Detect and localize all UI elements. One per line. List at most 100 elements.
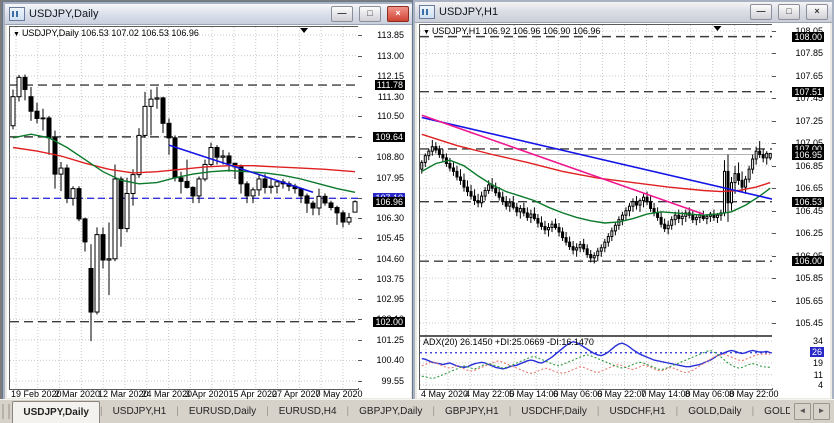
tabbar-grip[interactable] bbox=[2, 404, 11, 419]
tab-separator: | bbox=[99, 406, 103, 417]
price-axis-label: 112.15 bbox=[377, 71, 404, 82]
restore-button[interactable]: □ bbox=[359, 6, 381, 22]
time-axis-label: 7 May 14:00 bbox=[641, 389, 691, 399]
time-axis-label: 24 Mar 2020 bbox=[141, 389, 193, 399]
minimize-button[interactable]: — bbox=[331, 6, 353, 22]
chart-tab-usdchf-h1[interactable]: USDCHF,H1 bbox=[609, 406, 666, 417]
tab-separator: | bbox=[176, 406, 179, 417]
time-axis-label: 6 May 22:00 bbox=[597, 389, 647, 399]
price-axis-label: 105.85 bbox=[795, 273, 823, 284]
trendline-blue bbox=[168, 144, 314, 194]
price-axis-label: 107.65 bbox=[795, 70, 823, 81]
close-button[interactable]: × bbox=[387, 6, 409, 22]
level-price-label: 107.00 bbox=[792, 143, 824, 154]
window-titlebar[interactable]: USDJPY,Daily — □ × bbox=[5, 4, 413, 25]
minimize-button[interactable]: — bbox=[750, 4, 772, 20]
price-axis-label: 106.25 bbox=[795, 228, 823, 239]
adx-main-line bbox=[421, 340, 771, 370]
chart-shift-marker-icon[interactable] bbox=[300, 28, 309, 33]
trendline-blue bbox=[421, 116, 772, 200]
price-axis-label: 102.95 bbox=[376, 293, 404, 304]
price-axis-label: 106.85 bbox=[795, 160, 823, 171]
window-title: USDJPY,H1 bbox=[439, 6, 499, 18]
chart-window-icon bbox=[9, 7, 25, 21]
price-axis-label: 106.45 bbox=[795, 205, 823, 216]
tab-separator: | bbox=[266, 406, 269, 417]
level-price-label: 111.78 bbox=[374, 80, 405, 91]
h1-chart-canvas[interactable] bbox=[419, 24, 773, 336]
price-axis-label: 99.55 bbox=[381, 376, 404, 386]
di-plus-line bbox=[421, 353, 771, 374]
price-axis-label: 105.65 bbox=[795, 295, 823, 306]
time-axis-label: 27 Apr 2020 bbox=[272, 389, 321, 399]
candles-layer bbox=[420, 139, 772, 264]
tab-separator: | bbox=[596, 406, 600, 417]
time-axis-label: 4 May 22:00 bbox=[465, 389, 515, 399]
tab-scroll-left-icon[interactable]: ◄ bbox=[794, 403, 811, 420]
price-axis-label: 111.30 bbox=[377, 91, 404, 102]
price-axis-label: 107.95 bbox=[376, 172, 404, 183]
time-axis-label: 7 May 2020 bbox=[315, 389, 363, 399]
price-axis-label: 108.80 bbox=[376, 152, 404, 163]
price-axis-label: 106.30 bbox=[376, 212, 404, 223]
price-axis-label: 107.45 bbox=[795, 93, 823, 104]
daily-price-scale[interactable]: 113.85113.00112.15111.30110.50109.65108.… bbox=[358, 26, 407, 388]
time-axis-label: 5 May 14:00 bbox=[509, 389, 559, 399]
price-axis-label: 110.50 bbox=[377, 111, 404, 122]
chart-tab-gold-h1[interactable]: GOLD,H1 bbox=[764, 406, 790, 417]
adx-axis-label: 4 bbox=[817, 380, 823, 390]
tab-separator: | bbox=[346, 406, 350, 417]
window-title: USDJPY,Daily bbox=[29, 8, 99, 20]
time-axis-label: 19 Feb 2020 bbox=[11, 389, 62, 399]
h1-chart-canvas-svg bbox=[420, 25, 772, 335]
window-titlebar[interactable]: USDJPY,H1 — □ × bbox=[415, 2, 832, 23]
price-axis-label: 113.00 bbox=[377, 50, 404, 61]
chart-tab-gbpjpy-h1[interactable]: GBPJPY,H1 bbox=[444, 406, 499, 417]
tab-separator: | bbox=[432, 406, 435, 417]
daily-chart-canvas-svg bbox=[10, 27, 358, 389]
adx-legend: ADX(20) 26.1450 +DI:25.0669 -DI:16.1470 bbox=[423, 337, 594, 347]
close-button[interactable]: × bbox=[806, 4, 828, 20]
chart-tab-eurusd-daily[interactable]: EURUSD,Daily bbox=[188, 406, 257, 417]
tab-separator: | bbox=[751, 406, 755, 417]
price-axis-label: 106.65 bbox=[795, 183, 823, 194]
price-axis-label: 107.85 bbox=[795, 48, 823, 59]
di-minus-line bbox=[421, 349, 771, 379]
legend-ohlc-text: USDJPY,Daily 106.53 107.02 106.53 106.96 bbox=[21, 28, 199, 38]
chart-tab-usdjpy-h1[interactable]: USDJPY,H1 bbox=[112, 406, 167, 417]
legend-dropdown-icon[interactable]: ▼ bbox=[13, 31, 20, 38]
level-price-label: 109.64 bbox=[373, 131, 405, 142]
restore-button[interactable]: □ bbox=[778, 4, 800, 20]
price-axis-label: 101.25 bbox=[376, 334, 404, 345]
h1-time-scale[interactable]: 4 May 2020 4 May 22:00 5 May 14:00 6 May 06… bbox=[419, 388, 779, 400]
chart-legend[interactable]: ▼ USDJPY,H1 106.92 106.96 106.90 106.96 bbox=[423, 26, 600, 36]
h1-price-scale[interactable]: 108.05107.85107.65107.45107.25107.05106.… bbox=[772, 24, 826, 390]
chart-window-usdjpy-h1: USDJPY,H1 — □ × ▼ USDJPY,H1 106.92 106.96… bbox=[412, 0, 834, 403]
adx-axis-label: 11 bbox=[813, 369, 823, 380]
chart-tab-usdjpy-daily[interactable]: USDJPY,Daily bbox=[12, 401, 100, 423]
level-price-label: 106.95 bbox=[792, 149, 824, 160]
legend-dropdown-icon[interactable]: ▼ bbox=[423, 29, 430, 36]
time-axis-label: 4 May 2020 bbox=[421, 389, 469, 399]
adx-indicator-panel-svg bbox=[420, 337, 772, 389]
chart-tab-usdchf-daily[interactable]: USDCHF,Daily bbox=[521, 406, 587, 417]
price-axis-label: 103.75 bbox=[376, 274, 404, 285]
time-axis-label: 3 Apr 2020 bbox=[185, 389, 229, 399]
chart-shift-marker-icon[interactable] bbox=[713, 26, 722, 31]
daily-time-scale[interactable]: 19 Feb 2020 2 Mar 2020 12 Mar 2020 24 Mar 2… bbox=[9, 388, 363, 400]
ma-green bbox=[421, 159, 771, 224]
tab-scroll-right-icon[interactable]: ► bbox=[813, 403, 830, 420]
price-axis-label: 100.40 bbox=[376, 355, 404, 366]
level-price-label: 106.96 bbox=[373, 196, 405, 207]
chart-tab-gold-daily[interactable]: GOLD,Daily bbox=[688, 406, 742, 417]
ma-green bbox=[12, 133, 356, 193]
chart-tab-gbpjpy-daily[interactable]: GBPJPY,Daily bbox=[359, 406, 423, 417]
tab-separator: | bbox=[508, 406, 512, 417]
chart-legend[interactable]: ▼ USDJPY,Daily 106.53 107.02 106.53 106.9… bbox=[13, 28, 199, 38]
price-axis-label: 107.25 bbox=[795, 115, 823, 126]
daily-chart-canvas[interactable] bbox=[9, 26, 359, 390]
chart-tab-eurusd-h4[interactable]: EURUSD,H4 bbox=[278, 406, 337, 417]
adx-indicator-panel[interactable] bbox=[419, 336, 773, 390]
chart-window-usdjpy-daily: USDJPY,Daily — □ × ▼ USDJPY,Daily 106.53 … bbox=[2, 1, 416, 403]
